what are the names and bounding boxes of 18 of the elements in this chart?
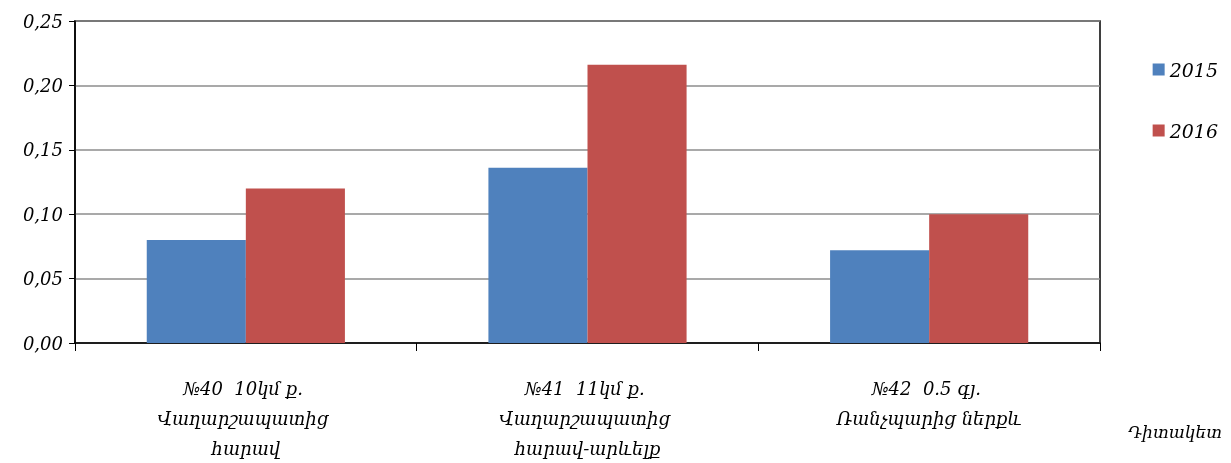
bar [146,239,246,343]
bar [488,167,588,343]
bar [929,214,1029,343]
bar [830,250,930,343]
x-axis-title: Դիտակետ [1128,421,1222,442]
y-tick-label: 0,10 [22,203,63,225]
bar [245,188,345,343]
y-tick-label: 0,20 [22,74,63,96]
y-tick-label: 0,25 [22,10,63,32]
y-tick-label: 0,15 [22,139,63,161]
legend-label: 2015 [1168,58,1219,81]
x-tick-label: №42 0.5 գյ. Ռանչպարից ներքև [835,377,1022,429]
y-tick-label: 0,00 [22,332,63,354]
bar [587,64,687,343]
x-tick-label: №40 10կմ ք. Վաղարշապատից հարավ [157,377,335,459]
legend-label: 2016 [1168,119,1219,142]
x-tick-label: №41 11կմ ք. Վաղարշապատից հարավ-արևելք [499,377,676,459]
y-tick-label: 0,05 [22,268,63,290]
